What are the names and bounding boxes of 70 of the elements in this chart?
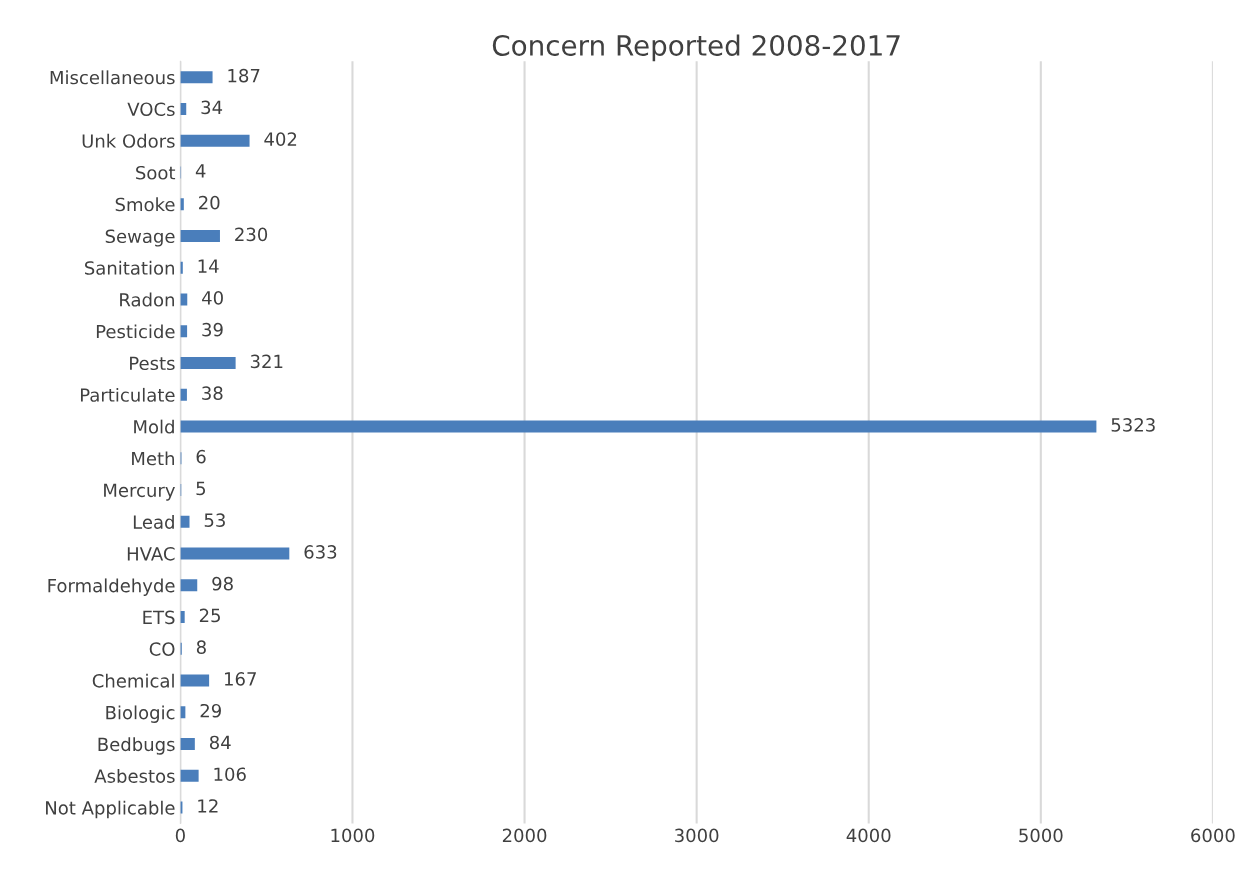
chart-title: Concern Reported 2008-2017 <box>492 34 900 62</box>
data-label: 39 <box>202 322 223 337</box>
bar <box>180 388 187 401</box>
data-label: 402 <box>264 132 297 146</box>
data-label: 84 <box>209 735 231 750</box>
y-tick-label: Radon <box>120 292 174 307</box>
y-tick-label: Chemical <box>92 673 174 688</box>
y-tick-label: Mold <box>134 419 174 434</box>
data-label: 187 <box>228 68 260 83</box>
y-tick-label: Soot <box>136 165 176 180</box>
y-tick-label: ETS <box>143 610 175 625</box>
y-tick-label: VOCs <box>127 102 175 117</box>
y-tick-label: Bedbugs <box>98 737 175 755</box>
y-tick-label: Not Applicable <box>46 800 175 819</box>
x-tick-label: 6000 <box>1191 828 1235 843</box>
data-label: 14 <box>198 259 219 273</box>
data-label: 5323 <box>1111 418 1155 432</box>
data-label: 12 <box>198 799 218 813</box>
data-label: 98 <box>212 576 233 591</box>
data-label: 25 <box>199 608 220 623</box>
data-label: 6 <box>196 449 206 464</box>
data-label: 53 <box>204 513 225 528</box>
y-tick-label: Pesticide <box>96 324 175 339</box>
data-label: 40 <box>202 291 223 305</box>
bar <box>180 71 213 84</box>
x-tick-label: 3000 <box>675 828 719 843</box>
y-tick-label: Formaldehyde <box>48 578 175 596</box>
bar <box>180 579 198 592</box>
y-tick-label: HVAC <box>127 546 175 561</box>
y-tick-label: Smoke <box>115 197 175 212</box>
data-label: 633 <box>304 545 337 559</box>
bar <box>180 515 190 528</box>
x-tick-label: 0 <box>175 828 185 843</box>
y-tick-label: Particulate <box>81 387 175 402</box>
bar <box>180 293 188 306</box>
y-tick-label: Lead <box>133 514 174 529</box>
data-label: 34 <box>201 100 223 115</box>
bar <box>180 674 210 687</box>
data-label: 106 <box>214 767 246 782</box>
y-tick-label: Biologic <box>106 705 175 723</box>
x-tick-label: 4000 <box>846 828 891 843</box>
bar <box>180 356 236 370</box>
y-tick-label: Asbestos <box>94 768 175 783</box>
bar <box>180 738 195 751</box>
bar <box>180 420 1097 433</box>
bar <box>180 134 250 147</box>
data-label: 8 <box>196 640 206 655</box>
data-label: 4 <box>195 164 206 178</box>
data-label: 321 <box>250 354 283 369</box>
bar <box>180 547 290 560</box>
bar <box>180 769 199 782</box>
y-tick-label: Pests <box>130 356 175 371</box>
x-tick-label: 5000 <box>1019 828 1063 843</box>
bar <box>180 229 220 243</box>
bar <box>180 611 185 624</box>
data-label: 167 <box>224 672 256 686</box>
data-label: 230 <box>235 227 268 242</box>
y-tick-label: Miscellaneous <box>50 70 175 85</box>
data-label: 20 <box>199 195 220 210</box>
y-tick-label: CO <box>149 642 175 656</box>
y-tick-label: Sewage <box>105 229 175 247</box>
x-tick-label: 1000 <box>331 828 375 843</box>
y-tick-label: Mercury <box>104 483 175 501</box>
x-tick-label: 2000 <box>502 828 547 843</box>
y-tick-label: Unk Odors <box>82 133 175 148</box>
y-tick-label: Meth <box>132 451 174 466</box>
data-label: 38 <box>202 386 223 400</box>
data-label: 29 <box>200 703 221 718</box>
data-label: 5 <box>196 481 206 496</box>
y-tick-label: Sanitation <box>85 260 174 275</box>
